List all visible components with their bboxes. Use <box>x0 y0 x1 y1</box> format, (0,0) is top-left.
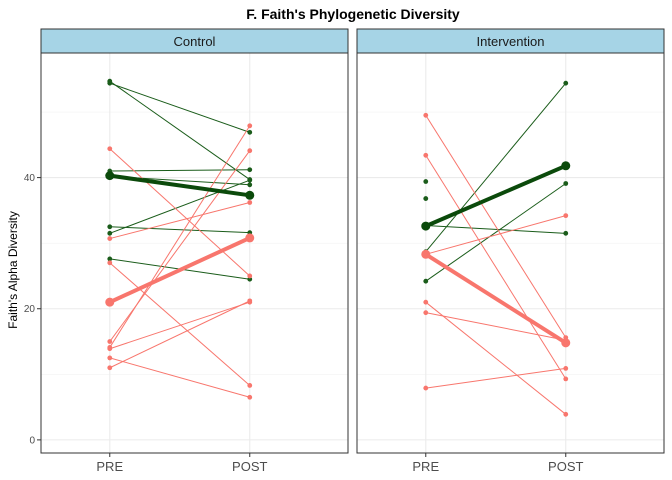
panel-border <box>40 52 349 454</box>
mean-line-red <box>423 252 568 345</box>
subject-line-red <box>109 202 250 240</box>
subject-point-red <box>563 366 569 371</box>
subject-line-red <box>425 367 566 389</box>
mean-point-red <box>561 338 571 348</box>
facet-control: Control PRE POST 0 20 40 <box>24 28 349 474</box>
subject-point-red <box>107 236 113 241</box>
y-axis-label: Faith's Alpha Diversity <box>6 211 20 329</box>
subject-line-green <box>425 224 566 234</box>
panel-border <box>356 52 665 454</box>
subject-line-red <box>109 125 251 348</box>
mean-line-green <box>107 173 252 198</box>
subject-point-red <box>423 385 429 391</box>
subject-point-red <box>247 123 253 129</box>
subject-point-green <box>247 276 253 282</box>
mean-point-green <box>421 221 431 231</box>
mean-point-green <box>561 161 571 171</box>
mean-point-green <box>245 190 255 200</box>
subject-line-red <box>425 312 566 341</box>
subject-point-red <box>247 148 253 154</box>
mean-point-red <box>421 249 431 259</box>
subject-line-green <box>425 82 567 253</box>
y-tick-label: 0 <box>29 435 35 446</box>
subject-line-red <box>425 301 567 415</box>
subject-point-red <box>247 298 253 304</box>
mean-point-red <box>245 233 255 243</box>
subject-point-green <box>423 179 429 184</box>
y-tick-label: 20 <box>24 304 36 315</box>
subject-point-green <box>247 129 253 135</box>
subject-point-green <box>107 230 113 236</box>
subject-line-red <box>425 155 567 380</box>
subject-point-red <box>423 299 429 305</box>
subject-line-green <box>109 226 250 234</box>
subject-line-green <box>425 183 567 282</box>
subject-point-red <box>423 112 429 118</box>
subject-line-red <box>109 148 251 277</box>
facet-strip <box>356 28 665 54</box>
subject-point-green <box>423 278 429 284</box>
subject-line-red <box>425 215 566 255</box>
subject-point-green <box>247 182 253 188</box>
subject-point-red <box>423 310 429 316</box>
subject-line-red <box>109 262 251 386</box>
facet-strip <box>40 28 349 54</box>
chart-title: F. Faith's Phylogenetic Diversity <box>246 6 460 22</box>
x-tick-label: POST <box>232 459 267 474</box>
subject-point-green <box>107 80 113 86</box>
subject-point-red <box>247 383 253 388</box>
panel-background <box>41 53 348 453</box>
subject-point-red <box>107 346 113 352</box>
x-tick-label: PRE <box>96 459 123 474</box>
panel-background <box>357 53 664 453</box>
subject-point-green <box>563 230 569 236</box>
subject-point-red <box>247 200 253 205</box>
subject-line-red <box>109 357 250 398</box>
x-tick-label: POST <box>548 459 583 474</box>
subject-point-red <box>107 355 113 361</box>
subject-point-green <box>563 181 569 186</box>
subject-point-green <box>247 177 253 183</box>
subject-point-red <box>247 273 253 279</box>
subject-point-red <box>107 365 113 371</box>
x-tick-label: PRE <box>412 459 439 474</box>
mean-line-green <box>423 163 568 229</box>
subject-point-green <box>563 80 569 86</box>
subject-point-green <box>423 196 429 201</box>
subject-line-red <box>425 115 567 338</box>
subject-line-red <box>109 300 250 369</box>
subject-line-green <box>109 82 250 133</box>
subject-point-red <box>563 411 569 417</box>
subject-point-red <box>107 339 113 344</box>
mean-point-green <box>105 171 115 181</box>
mean-point-red <box>105 297 115 307</box>
subject-line-green <box>109 179 250 234</box>
subject-point-red <box>563 213 569 219</box>
subject-line-green <box>109 169 250 172</box>
subject-point-red <box>107 260 113 266</box>
subject-point-red <box>563 376 569 382</box>
subject-point-red <box>107 146 113 152</box>
subject-point-green <box>107 256 113 262</box>
y-tick-label: 40 <box>24 173 36 184</box>
facet-panels: Control PRE POST 0 20 40 Intervention PRE POST <box>24 28 665 474</box>
facet-strip-label: Intervention <box>477 34 545 49</box>
subject-line-red <box>109 301 250 350</box>
mean-line-red <box>107 235 252 305</box>
subject-point-green <box>247 167 253 173</box>
subject-point-red <box>423 152 429 158</box>
subject-point-red <box>247 394 253 400</box>
subject-point-green <box>107 224 113 230</box>
facet-strip-label: Control <box>174 34 216 49</box>
facet-intervention: Intervention PRE POST <box>356 28 665 474</box>
